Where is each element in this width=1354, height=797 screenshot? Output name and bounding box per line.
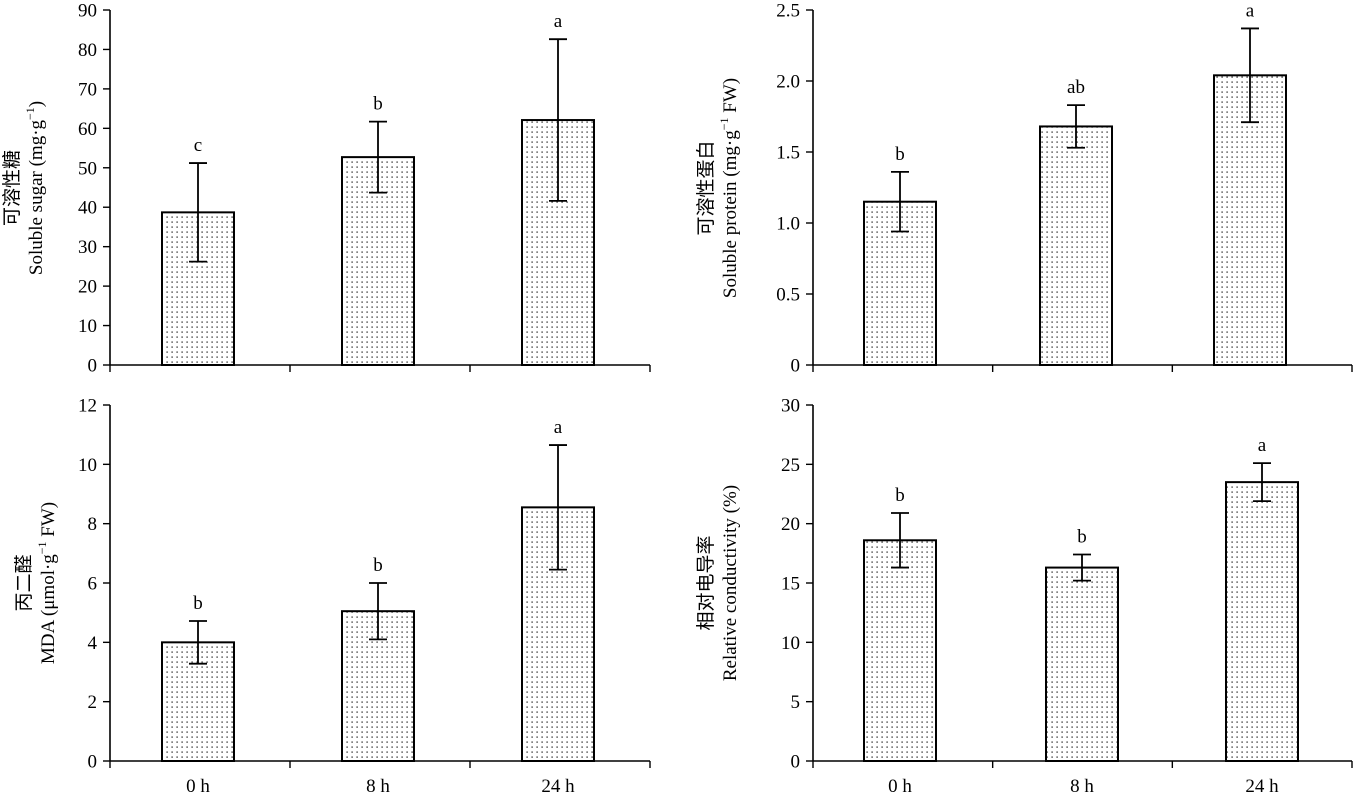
y-axis-title-en: Soluble sugar (mg·g−1): [23, 101, 47, 275]
bar-24h: [1225, 481, 1299, 762]
y-tick-label: 2: [88, 692, 98, 713]
y-tick-label: 0: [88, 752, 98, 773]
y-tick-label: 5: [791, 692, 801, 713]
y-axis-title-en-tail: ): [26, 101, 47, 107]
y-tick-label: 0: [88, 356, 98, 377]
y-tick-label: 8: [88, 514, 98, 535]
chart-panel-1: 0 10 20 30 40 50 60 70 80 90 c b a 可溶性糖 Soluble sugar …: [1, 1, 651, 377]
y-tick-label: 30: [781, 396, 800, 417]
significance-label: a: [1246, 0, 1255, 21]
x-category-label: 24 h: [1245, 776, 1279, 797]
y-axis-title-en: MDA (μmol·g−1 FW): [35, 502, 59, 664]
y-tick-label: 25: [781, 455, 800, 476]
y-tick-label: 20: [781, 514, 800, 535]
y-tick-label: 4: [88, 633, 98, 654]
significance-label: a: [1258, 435, 1267, 456]
significance-label: b: [1077, 527, 1087, 548]
y-axis-title-cn: 丙二醛: [13, 554, 35, 611]
y-tick-label: 10: [78, 455, 97, 476]
chart-panel-4: 0 5 10 15 20 25 30 b 0 h b 8 h a 24 h 相对电导率 Relative c…: [695, 396, 1353, 797]
y-axis-title-en-main: Soluble protein (mg·g: [720, 130, 741, 298]
y-tick-label: 1.0: [776, 214, 800, 235]
y-tick-label: 30: [78, 237, 97, 258]
y-axis-title-en: Relative conductivity (%): [720, 485, 741, 681]
y-axis-title-en-main: Relative conductivity (%): [720, 485, 741, 681]
x-category-label: 8 h: [366, 776, 390, 797]
y-tick-label: 6: [88, 574, 98, 595]
bar-0h: [863, 539, 937, 763]
y-axis-title-en-tail: FW): [38, 502, 59, 542]
y-axis-title-superscript: −1: [23, 107, 37, 120]
y-axis-title: 可溶性糖 Soluble sugar (mg·g−1): [1, 101, 47, 275]
significance-label: b: [373, 555, 383, 576]
y-axis-title: 可溶性蛋白 Soluble protein (mg·g−1 FW): [695, 78, 741, 298]
y-tick-label: 10: [781, 633, 800, 654]
y-tick-label: 0: [791, 356, 801, 377]
bar-8h: [1039, 125, 1113, 366]
y-axis-title-cn: 相对电导率: [695, 535, 717, 630]
y-tick-label: 40: [78, 198, 97, 219]
y-tick-label: 15: [781, 574, 800, 595]
bar-8h: [1045, 566, 1119, 762]
significance-label: b: [895, 485, 905, 506]
y-axis-title-en: Soluble protein (mg·g−1 FW): [717, 78, 741, 298]
y-tick-label: 12: [78, 396, 97, 417]
y-tick-label: 0.5: [776, 285, 800, 306]
y-axis-title-superscript: −1: [35, 541, 49, 554]
y-axis-title-en-tail: FW): [720, 78, 741, 118]
significance-label: a: [554, 11, 563, 32]
x-category-label: 0 h: [186, 776, 210, 797]
y-tick-label: 90: [78, 1, 97, 22]
y-tick-label: 2.5: [776, 1, 800, 22]
significance-label: b: [373, 94, 383, 115]
y-tick-label: 2.0: [776, 72, 800, 93]
y-axis-title-en-main: Soluble sugar (mg·g: [26, 119, 47, 275]
x-category-label: 8 h: [1070, 776, 1094, 797]
y-tick-label: 80: [78, 40, 97, 61]
x-category-label: 0 h: [888, 776, 912, 797]
y-axis-title-cn: 可溶性蛋白: [695, 140, 717, 235]
significance-label: b: [895, 144, 905, 165]
significance-label: c: [194, 135, 202, 156]
y-tick-label: 20: [78, 277, 97, 298]
y-axis-title-cn: 可溶性糖: [1, 150, 23, 226]
x-category-label: 24 h: [541, 776, 575, 797]
chart-panel-2: 0 0.5 1.0 1.5 2.0 2.5 b ab a 可溶性蛋白 Soluble protein…: [695, 0, 1353, 377]
y-axis-title: 丙二醛 MDA (μmol·g−1 FW): [13, 502, 59, 664]
y-tick-label: 10: [78, 316, 97, 337]
y-tick-label: 60: [78, 119, 97, 140]
y-tick-label: 0: [791, 752, 801, 773]
y-tick-label: 70: [78, 79, 97, 100]
y-axis-title: 相对电导率 Relative conductivity (%): [695, 485, 741, 681]
chart-panel-3: 0 2 4 6 8 10 12 b 0 h b 8 h a 24 h 丙二醛 MDA (μmol·g−1 F…: [13, 396, 651, 797]
y-tick-label: 50: [78, 158, 97, 179]
y-axis-title-en-main: MDA (μmol·g: [38, 554, 59, 664]
y-tick-label: 1.5: [776, 143, 800, 164]
significance-label: b: [193, 593, 203, 614]
significance-label: ab: [1067, 77, 1085, 98]
y-axis-title-superscript: −1: [717, 117, 731, 130]
bar-0h: [161, 211, 235, 366]
significance-label: a: [554, 417, 563, 438]
